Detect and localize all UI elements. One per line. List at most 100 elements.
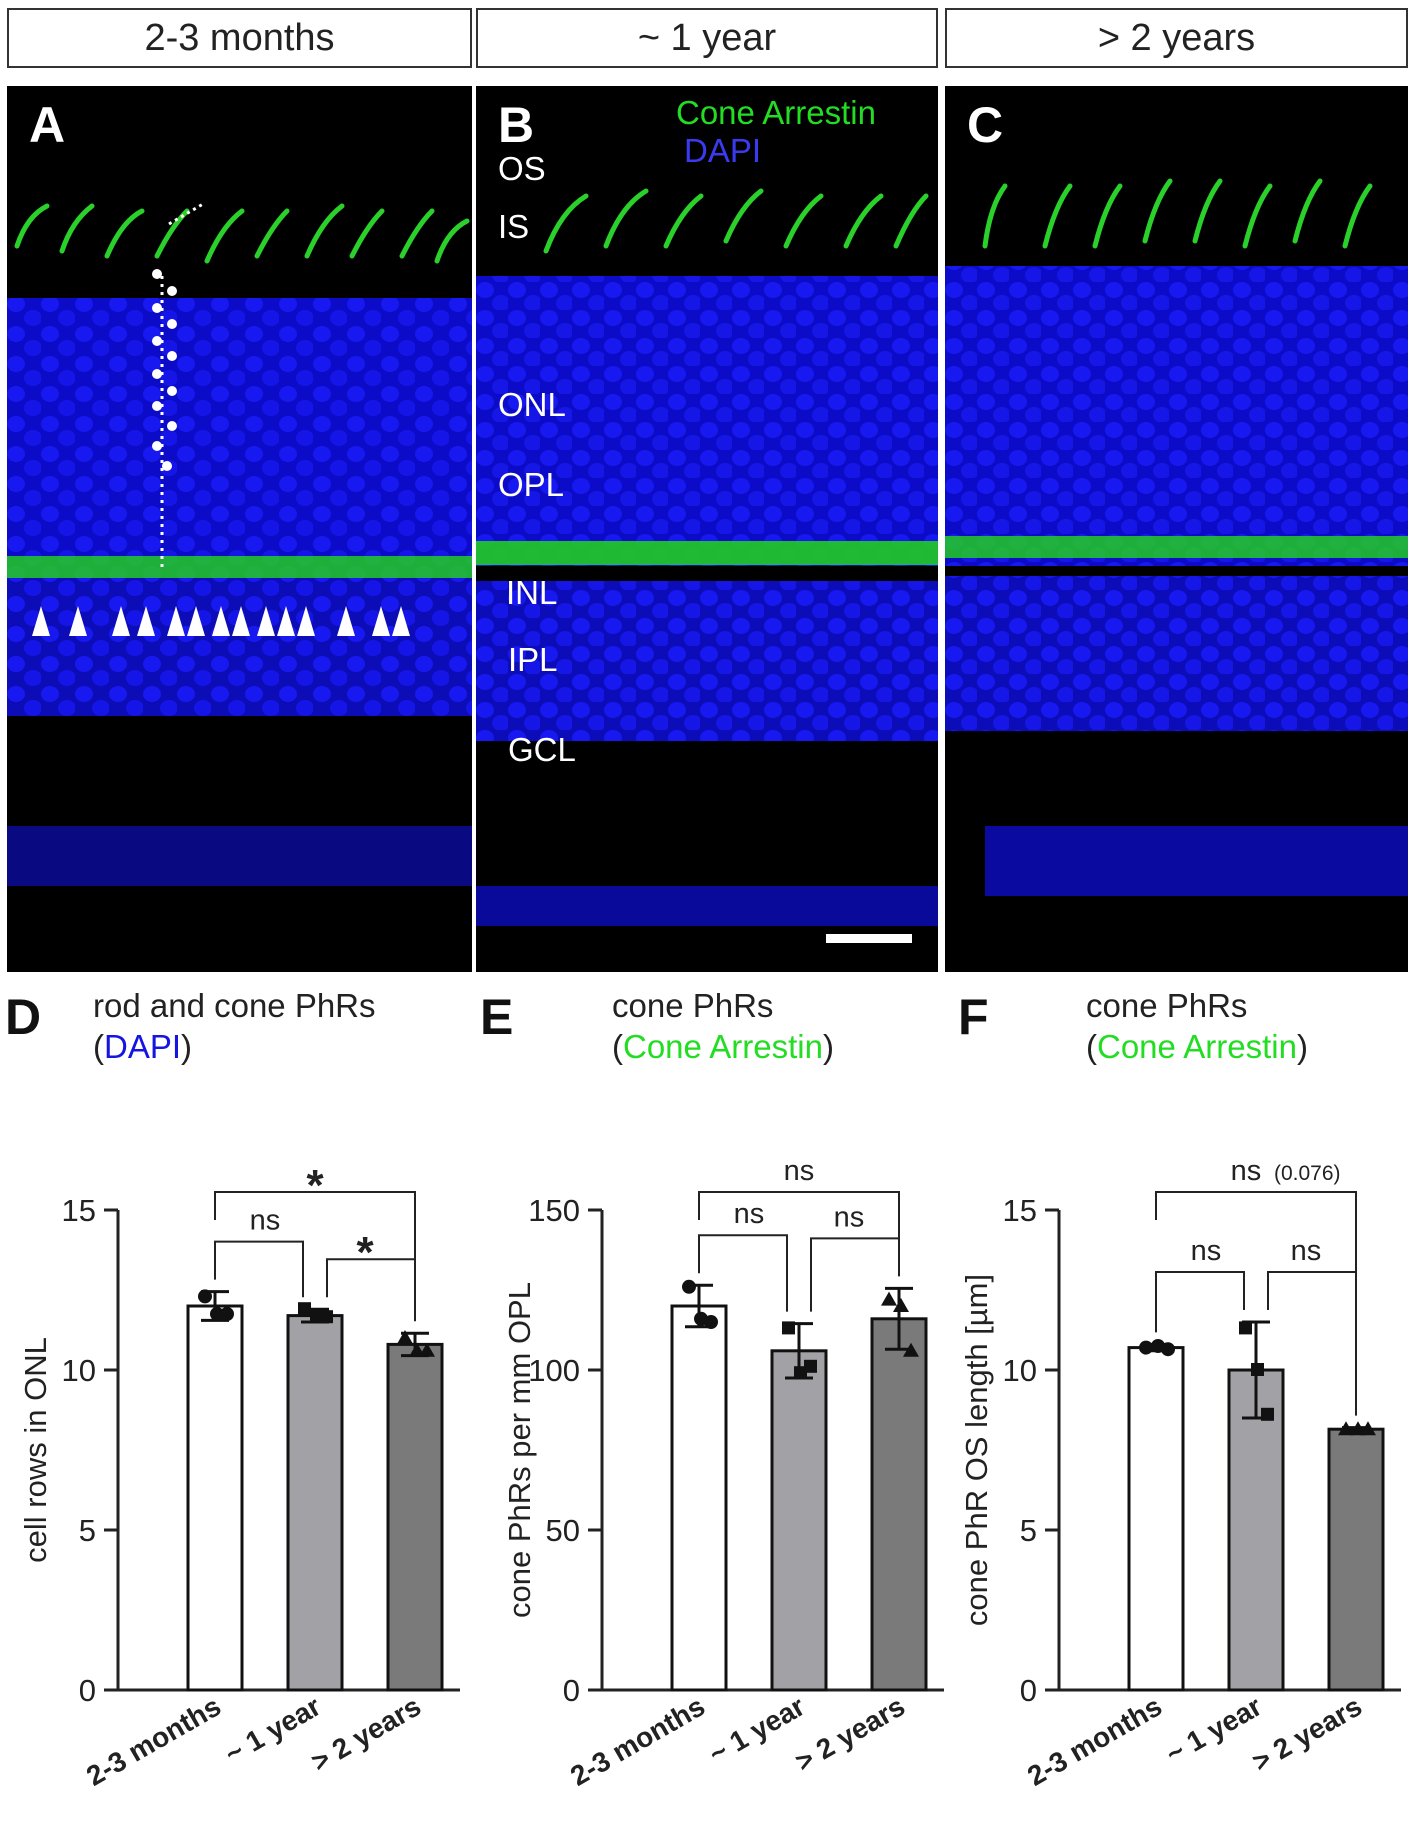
panel-b-image: B Cone Arrestin DAPI OS IS ONL OPL INL I… bbox=[476, 86, 938, 972]
chart-e-bracket-label-0: ns bbox=[734, 1198, 765, 1230]
chart-f-bar-0 bbox=[1127, 1346, 1185, 1692]
chart-e-bar-1 bbox=[770, 1349, 828, 1692]
chart-f-bar-2 bbox=[1327, 1427, 1385, 1692]
chart-f-bracket-0 bbox=[1155, 1271, 1245, 1333]
chart-d-bar-2 bbox=[386, 1342, 444, 1692]
chart-e-close-paren: ) bbox=[822, 1028, 834, 1065]
legend-cone-arrestin: Cone Arrestin bbox=[676, 94, 876, 131]
chart-e-xtick-label-2: > 2 years bbox=[790, 1690, 910, 1777]
retina-section-b bbox=[476, 188, 938, 926]
chart-letter-d: D bbox=[5, 989, 42, 1045]
chart-e-title-line1: cone PhRs bbox=[612, 987, 774, 1024]
header-2-3-months: 2-3 months bbox=[7, 8, 472, 68]
chart-e-point-2-2 bbox=[903, 1342, 919, 1357]
chart-d-bracket-1 bbox=[326, 1258, 416, 1322]
chart-e-stain: Cone Arrestin bbox=[623, 1028, 823, 1065]
chart-d-bracket-label-2: * bbox=[306, 1161, 324, 1210]
chart-d-ytick-label-2: 10 bbox=[62, 1353, 96, 1388]
legend-dapi: DAPI bbox=[684, 132, 762, 169]
chart-d-point-0-0 bbox=[198, 1289, 212, 1304]
chart-d-point-1-2 bbox=[320, 1310, 333, 1324]
header-2-years: > 2 years bbox=[945, 8, 1408, 68]
chart-e-bracket-0 bbox=[698, 1234, 788, 1312]
chart-d-ytick-label-0: 0 bbox=[79, 1673, 96, 1708]
layer-onl: ONL bbox=[498, 386, 566, 423]
scale-bar bbox=[826, 934, 912, 943]
chart-d-bracket-0 bbox=[214, 1240, 304, 1298]
chart-f-bar-1 bbox=[1227, 1368, 1285, 1692]
chart-f-point-2-1 bbox=[1350, 1421, 1366, 1436]
chart-f-bracket-1 bbox=[1267, 1271, 1357, 1416]
chart-e-point-0-0 bbox=[682, 1279, 696, 1294]
chart-d-point-0-2 bbox=[220, 1307, 234, 1321]
chart-e-point-2-1 bbox=[893, 1298, 909, 1312]
chart-e-ytick-label-3: 150 bbox=[528, 1193, 580, 1228]
chart-d-title: rod and cone PhRs (DAPI) bbox=[93, 985, 376, 1067]
layer-os: OS bbox=[498, 150, 546, 187]
chart-f-point-0-2 bbox=[1161, 1342, 1175, 1357]
chart-d-title-line1: rod and cone PhRs bbox=[93, 987, 376, 1024]
layer-gcl: GCL bbox=[508, 731, 576, 768]
chart-f-bracket-sublabel-2: (0.076) bbox=[1274, 1162, 1341, 1185]
chart-e-bracket-label-2: ns bbox=[784, 1155, 815, 1187]
chart-d-bar-1 bbox=[286, 1314, 344, 1692]
chart-f-bracket-label-0: ns bbox=[1191, 1235, 1222, 1267]
chart-d-point-2-2 bbox=[419, 1342, 435, 1357]
chart-f-point-1-1 bbox=[1251, 1363, 1264, 1376]
chart-f-point-2-2 bbox=[1360, 1421, 1376, 1436]
chart-f-point-0-0 bbox=[1139, 1340, 1153, 1355]
layer-inl: INL bbox=[506, 574, 558, 611]
chart-f-xtick-label-2: > 2 years bbox=[1247, 1690, 1367, 1777]
chart-d-point-2-0 bbox=[397, 1330, 413, 1344]
chart-e-ylabel: cone PhRs per mm OPL bbox=[502, 1282, 537, 1618]
chart-f-bracket-label-2: ns bbox=[1231, 1155, 1262, 1187]
chart-e-point-1-1 bbox=[794, 1366, 807, 1380]
chart-e-ytick-label-2: 100 bbox=[528, 1353, 580, 1388]
chart-f-ytick-label-2: 10 bbox=[1003, 1353, 1037, 1388]
chart-d-close-paren: ) bbox=[181, 1028, 193, 1065]
chart-e-bracket-label-1: ns bbox=[834, 1201, 865, 1233]
chart-f-point-2-0 bbox=[1338, 1421, 1354, 1436]
chart-f-ylabel: cone PhR OS length [µm] bbox=[959, 1274, 994, 1626]
chart-f-point-1-2 bbox=[1261, 1407, 1274, 1421]
chart-d-open-paren: ( bbox=[93, 1028, 104, 1065]
chart-e-point-0-2 bbox=[704, 1315, 718, 1329]
chart-d-ytick-label-1: 5 bbox=[79, 1513, 96, 1548]
chart-e-point-1-2 bbox=[804, 1359, 817, 1373]
chart-f-bracket-2 bbox=[1155, 1191, 1357, 1333]
chart-e-bracket-2 bbox=[698, 1191, 900, 1274]
chart-e-ytick-label-0: 0 bbox=[563, 1673, 580, 1708]
chart-d-bracket-label-0: ns bbox=[250, 1205, 281, 1237]
panel-letter-c: C bbox=[967, 97, 1004, 153]
chart-e-point-1-0 bbox=[782, 1321, 795, 1335]
chart-e-title: cone PhRs (Cone Arrestin) bbox=[612, 985, 834, 1067]
panel-letter-b: B bbox=[498, 97, 535, 153]
chart-d-xtick-label-0: 2-3 months bbox=[81, 1690, 226, 1792]
panel-c-image: C bbox=[945, 86, 1408, 972]
retina-section-a bbox=[7, 202, 472, 886]
panel-letter-a: A bbox=[29, 97, 66, 153]
layer-opl: OPL bbox=[498, 466, 565, 503]
chart-d-bar-0 bbox=[186, 1304, 244, 1692]
chart-e-open-paren: ( bbox=[612, 1028, 623, 1065]
chart-f-ytick-label-1: 5 bbox=[1020, 1513, 1037, 1548]
chart-d-bracket-2 bbox=[214, 1191, 416, 1280]
chart-letter-e: E bbox=[480, 989, 514, 1045]
chart-f-ytick-label-3: 15 bbox=[1003, 1193, 1037, 1228]
chart-f-title: cone PhRs (Cone Arrestin) bbox=[1086, 985, 1308, 1067]
layer-ipl: IPL bbox=[508, 641, 558, 678]
chart-d-ytick-label-3: 15 bbox=[62, 1193, 96, 1228]
chart-f-point-1-0 bbox=[1239, 1321, 1252, 1335]
chart-d-point-0-1 bbox=[210, 1307, 224, 1321]
header-1-year: ~ 1 year bbox=[476, 8, 938, 68]
chart-d-stain: DAPI bbox=[104, 1028, 182, 1065]
chart-d-point-1-0 bbox=[298, 1302, 311, 1316]
chart-e-ytick-label-1: 50 bbox=[546, 1513, 580, 1548]
panel-a-image: A bbox=[7, 86, 472, 972]
chart-f-stain: Cone Arrestin bbox=[1097, 1028, 1297, 1065]
chart-e-point-2-0 bbox=[881, 1291, 897, 1306]
chart-d-point-1-1 bbox=[310, 1308, 323, 1322]
